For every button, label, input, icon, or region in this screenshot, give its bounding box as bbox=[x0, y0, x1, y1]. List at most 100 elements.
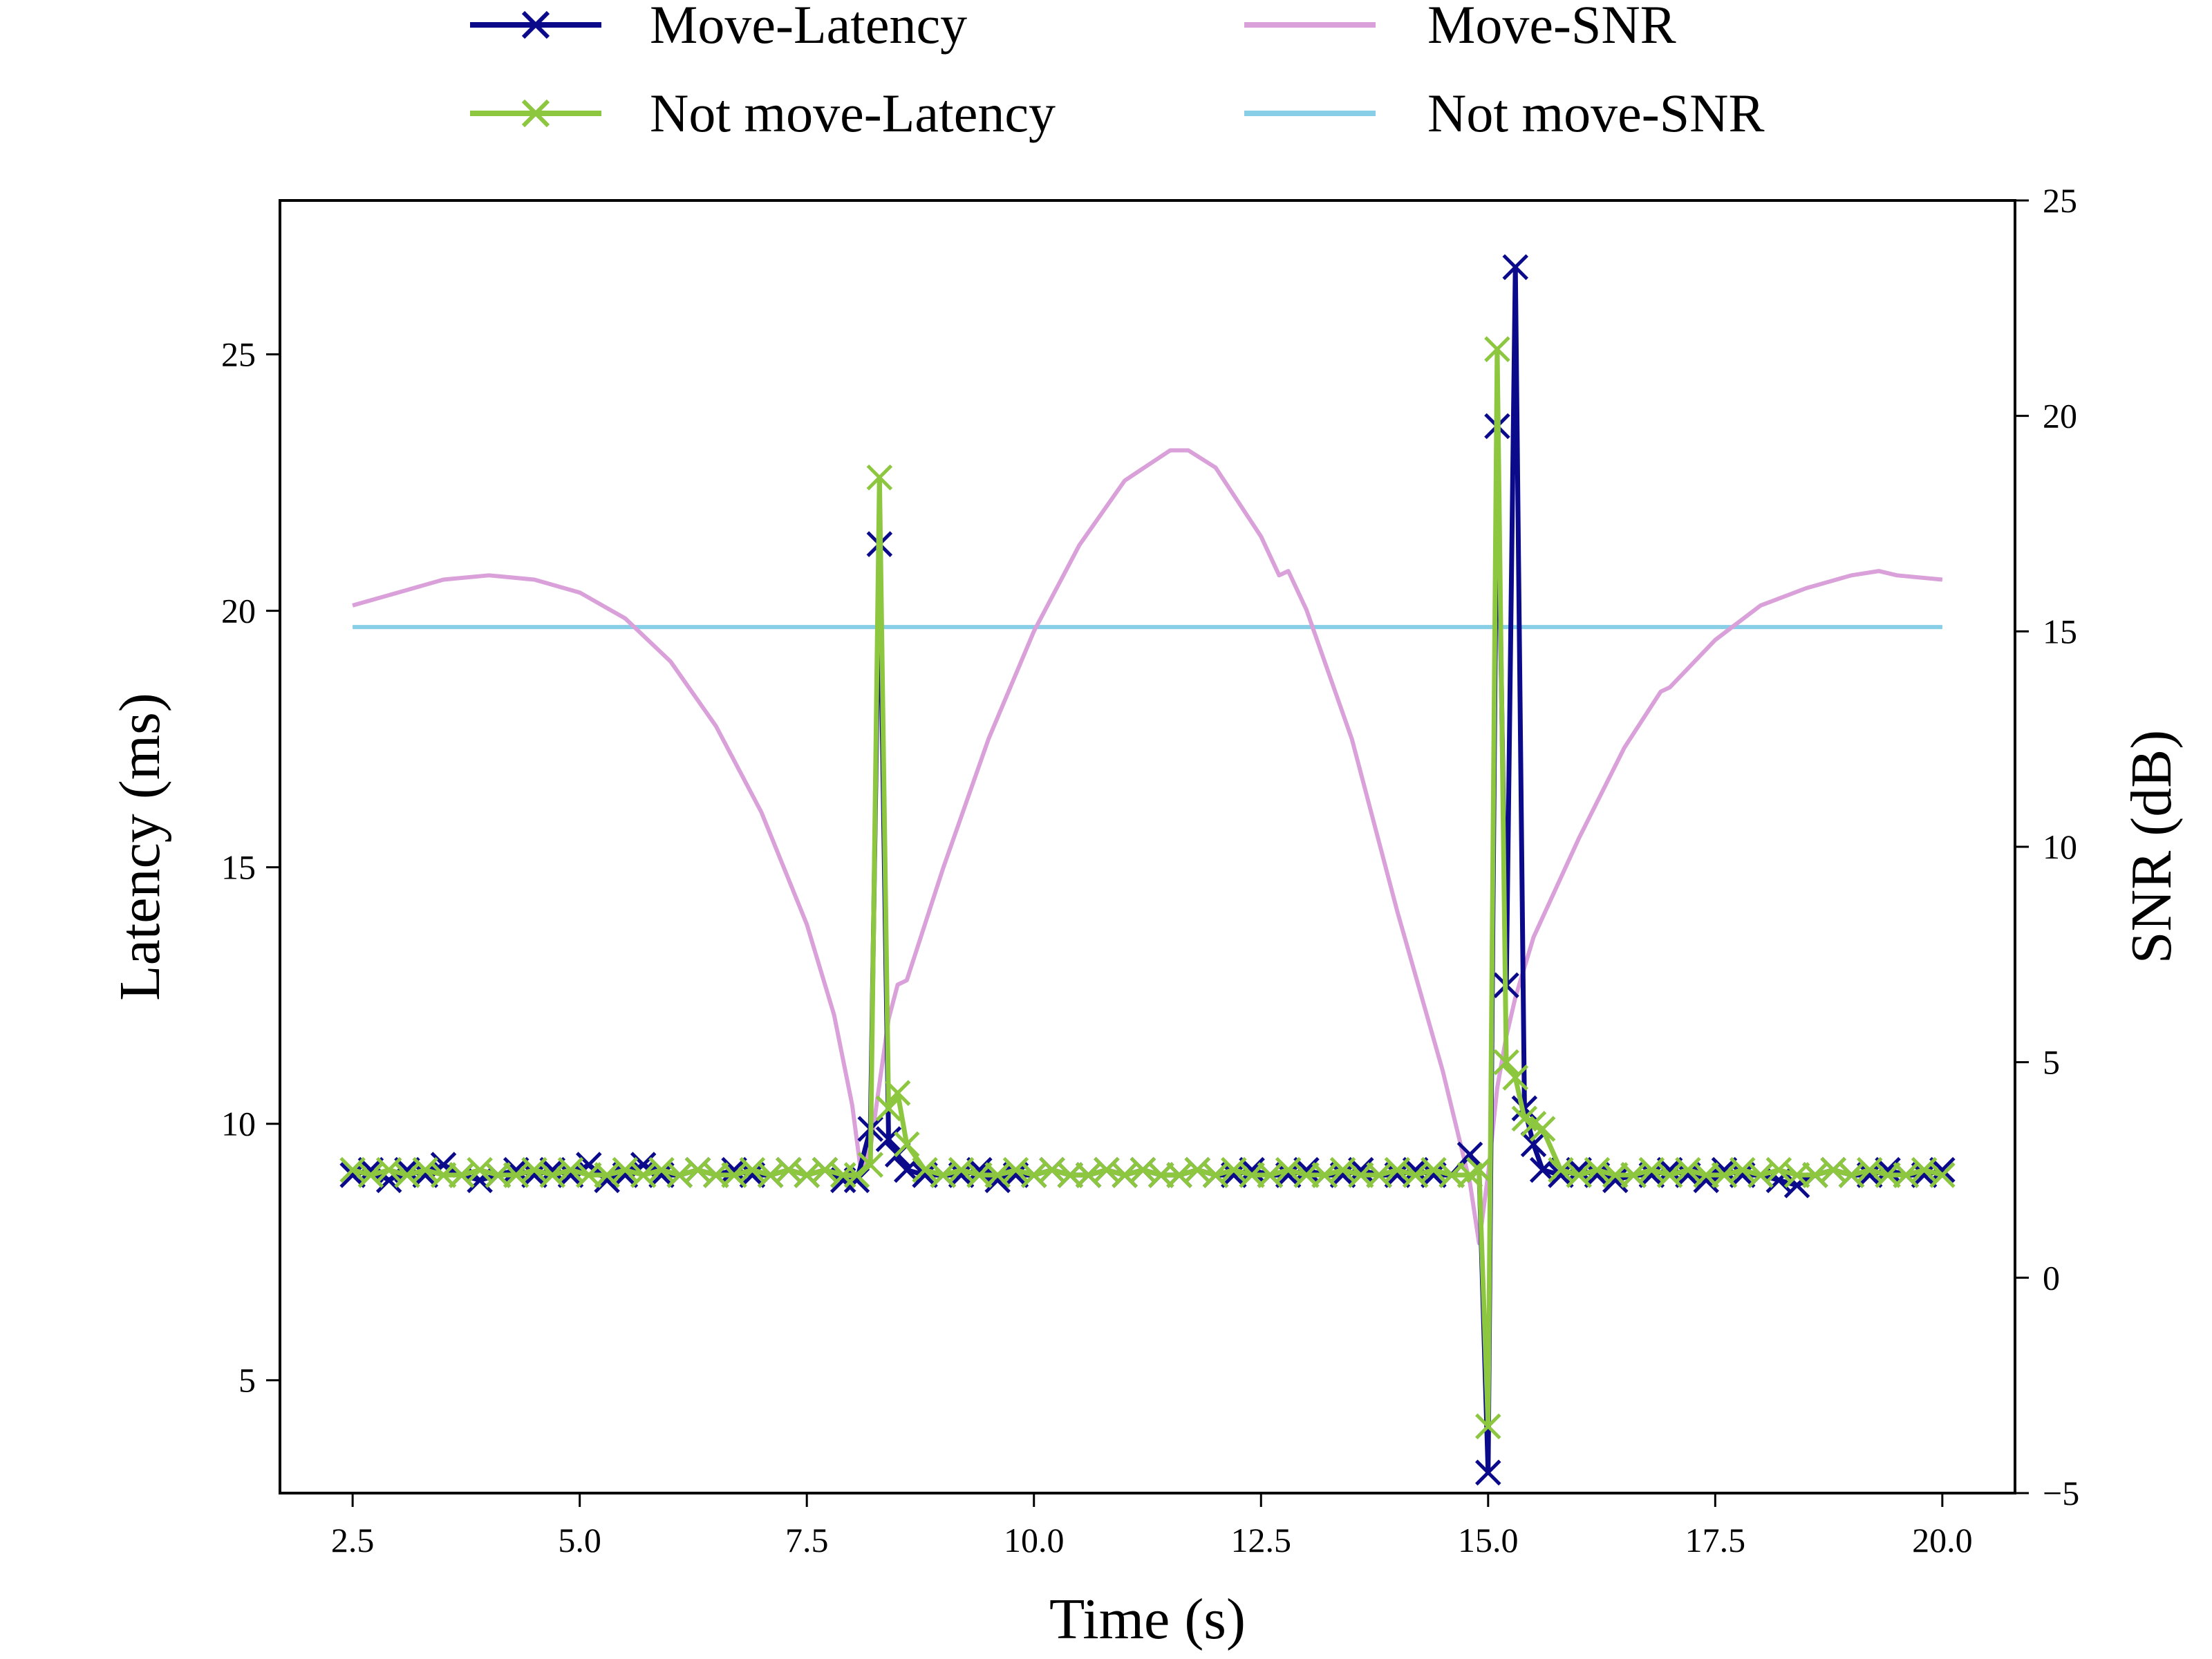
data-point-not-move-latency bbox=[1020, 1162, 1047, 1188]
data-point-move-latency bbox=[1384, 1162, 1411, 1188]
data-point-move-latency bbox=[875, 1126, 902, 1152]
data-point-move-latency bbox=[1502, 254, 1528, 281]
series-move-latency bbox=[339, 254, 1956, 1486]
data-point-move-latency bbox=[1856, 1162, 1883, 1188]
data-point-not-move-latency bbox=[1475, 1413, 1501, 1440]
legend-item-not-move-snr: Not move-SNR bbox=[1244, 83, 1765, 143]
data-point-not-move-latency bbox=[1311, 1162, 1338, 1188]
data-point-move-latency bbox=[1929, 1156, 1956, 1183]
data-point-not-move-latency bbox=[1166, 1162, 1192, 1188]
data-point-not-move-latency bbox=[1566, 1162, 1592, 1188]
data-point-not-move-latency bbox=[1257, 1162, 1284, 1188]
series-move-snr bbox=[352, 448, 1943, 1246]
data-point-not-move-latency bbox=[757, 1162, 784, 1188]
data-point-not-move-latency bbox=[1711, 1162, 1738, 1188]
data-point-not-move-latency bbox=[948, 1156, 975, 1183]
x-tick-label: 10.0 bbox=[1004, 1521, 1065, 1559]
data-point-not-move-latency bbox=[357, 1162, 384, 1188]
data-point-not-move-latency bbox=[1765, 1156, 1792, 1183]
data-point-not-move-latency bbox=[521, 1156, 547, 1183]
data-point-not-move-latency bbox=[930, 1162, 957, 1188]
data-point-not-move-latency bbox=[375, 1156, 402, 1183]
data-point-not-move-latency bbox=[1911, 1156, 1938, 1183]
data-point-not-move-latency bbox=[776, 1156, 802, 1183]
data-point-move-latency bbox=[1783, 1172, 1810, 1199]
data-point-move-latency bbox=[1566, 1156, 1592, 1183]
data-point-move-latency bbox=[1911, 1162, 1938, 1188]
data-point-not-move-latency bbox=[1529, 1116, 1556, 1142]
data-point-move-latency bbox=[1548, 1162, 1574, 1188]
data-point-move-latency bbox=[1275, 1162, 1302, 1188]
data-point-move-latency bbox=[1002, 1162, 1029, 1188]
data-point-not-move-latency bbox=[539, 1162, 566, 1188]
data-point-not-move-latency bbox=[485, 1162, 512, 1188]
legend-label-move-latency: Move-Latency bbox=[650, 0, 967, 55]
x-tick-label: 15.0 bbox=[1458, 1521, 1519, 1559]
data-point-move-latency bbox=[557, 1162, 584, 1188]
data-point-not-move-latency bbox=[1502, 1065, 1528, 1091]
data-point-not-move-latency bbox=[1602, 1162, 1629, 1188]
legend-item-not-move-latency: Not move-Latency bbox=[470, 83, 1056, 143]
data-point-not-move-latency bbox=[1875, 1162, 1901, 1188]
legend-label-not-move-snr: Not move-SNR bbox=[1427, 83, 1765, 143]
data-point-not-move-latency bbox=[1893, 1162, 1920, 1188]
series-line-move-latency bbox=[352, 265, 1943, 1475]
y-right-tick-label: 10 bbox=[2043, 827, 2077, 866]
series-line-not-move-latency bbox=[352, 346, 1943, 1429]
data-point-not-move-latency bbox=[503, 1162, 529, 1188]
data-point-move-latency bbox=[1239, 1156, 1265, 1183]
data-point-not-move-latency bbox=[557, 1156, 584, 1183]
data-point-move-latency bbox=[521, 1162, 547, 1188]
data-point-not-move-latency bbox=[1402, 1162, 1429, 1188]
x-axis-title: Time (s) bbox=[1049, 1587, 1246, 1651]
x-tick-label: 7.5 bbox=[785, 1521, 829, 1559]
data-point-not-move-latency bbox=[1675, 1156, 1701, 1183]
data-point-not-move-latency bbox=[1421, 1156, 1447, 1183]
data-point-not-move-latency bbox=[739, 1156, 766, 1183]
data-point-not-move-latency bbox=[1584, 1156, 1611, 1183]
data-point-not-move-latency bbox=[1039, 1156, 1065, 1183]
y-right-tick-label: 20 bbox=[2043, 397, 2077, 435]
data-point-move-latency bbox=[1293, 1156, 1320, 1183]
y-left-tick-label: 20 bbox=[221, 592, 256, 630]
data-point-move-latency bbox=[1475, 1459, 1501, 1486]
y-left-tick-label: 15 bbox=[221, 848, 256, 887]
x-tick-label: 2.5 bbox=[331, 1521, 375, 1559]
x-tick-label: 12.5 bbox=[1231, 1521, 1292, 1559]
data-point-not-move-latency bbox=[1112, 1162, 1138, 1188]
data-point-not-move-latency bbox=[1493, 1049, 1519, 1076]
data-point-not-move-latency bbox=[1438, 1162, 1465, 1188]
series-line-move-snr bbox=[352, 448, 1943, 1246]
data-point-not-move-latency bbox=[893, 1131, 920, 1158]
data-point-move-latency bbox=[912, 1162, 938, 1188]
data-point-not-move-latency bbox=[1802, 1162, 1828, 1188]
data-point-not-move-latency bbox=[648, 1156, 675, 1183]
data-point-not-move-latency bbox=[884, 1080, 911, 1106]
data-point-not-move-latency bbox=[1221, 1156, 1247, 1183]
data-point-move-latency bbox=[721, 1156, 747, 1183]
data-point-move-latency bbox=[948, 1162, 975, 1188]
data-point-not-move-latency bbox=[1094, 1156, 1120, 1183]
y-right-tick-label: 0 bbox=[2043, 1258, 2060, 1297]
data-point-move-latency bbox=[966, 1156, 993, 1183]
data-point-move-latency bbox=[612, 1162, 639, 1188]
data-point-not-move-latency bbox=[794, 1162, 820, 1188]
series-layer bbox=[339, 254, 1956, 1486]
data-point-move-latency bbox=[412, 1162, 439, 1188]
data-point-not-move-latency bbox=[721, 1162, 747, 1188]
data-point-not-move-latency bbox=[467, 1156, 493, 1183]
data-point-not-move-latency bbox=[684, 1156, 711, 1183]
y-right-tick-label: 5 bbox=[2043, 1043, 2060, 1082]
data-point-not-move-latency bbox=[630, 1162, 657, 1188]
data-point-move-latency bbox=[1711, 1156, 1738, 1183]
plot-frame bbox=[279, 199, 2016, 1494]
data-point-not-move-latency bbox=[1747, 1162, 1774, 1188]
legend-marker-move-latency bbox=[521, 10, 550, 39]
y-axis-left: 5 10 15 20 25 bbox=[221, 335, 280, 1400]
data-point-not-move-latency bbox=[857, 1152, 883, 1178]
data-point-move-latency bbox=[648, 1162, 675, 1188]
x-tick-label: 20.0 bbox=[1912, 1521, 1973, 1559]
data-point-not-move-latency bbox=[394, 1162, 420, 1188]
data-point-not-move-latency bbox=[576, 1162, 602, 1188]
